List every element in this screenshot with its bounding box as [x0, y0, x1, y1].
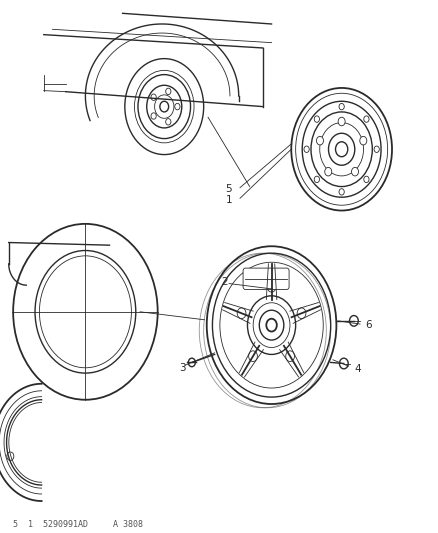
Circle shape [314, 116, 319, 122]
Circle shape [317, 136, 324, 145]
Text: 5  1  5290991AD     A 3808: 5 1 5290991AD A 3808 [13, 520, 143, 529]
Circle shape [314, 176, 319, 183]
Circle shape [151, 113, 156, 119]
Circle shape [339, 189, 344, 195]
Circle shape [325, 167, 332, 176]
Circle shape [175, 103, 180, 110]
Circle shape [188, 358, 195, 367]
Circle shape [339, 103, 344, 110]
Circle shape [286, 351, 294, 361]
Text: 3: 3 [179, 363, 185, 373]
Circle shape [166, 119, 171, 125]
Circle shape [7, 452, 14, 461]
Circle shape [364, 116, 369, 122]
Circle shape [352, 167, 359, 176]
Circle shape [304, 146, 309, 152]
Circle shape [374, 146, 379, 152]
Text: 5: 5 [226, 184, 232, 194]
Text: 4: 4 [355, 364, 361, 374]
Circle shape [237, 308, 246, 319]
Circle shape [360, 136, 367, 145]
Circle shape [338, 117, 345, 126]
FancyBboxPatch shape [243, 268, 289, 289]
Text: 6: 6 [366, 320, 372, 330]
Circle shape [249, 351, 258, 361]
Circle shape [151, 94, 156, 100]
Circle shape [364, 176, 369, 183]
Circle shape [297, 308, 306, 319]
Circle shape [267, 281, 276, 292]
Circle shape [339, 358, 348, 369]
Text: 1: 1 [226, 195, 232, 205]
Circle shape [166, 88, 171, 94]
Text: 2: 2 [221, 278, 228, 287]
Circle shape [350, 316, 358, 326]
